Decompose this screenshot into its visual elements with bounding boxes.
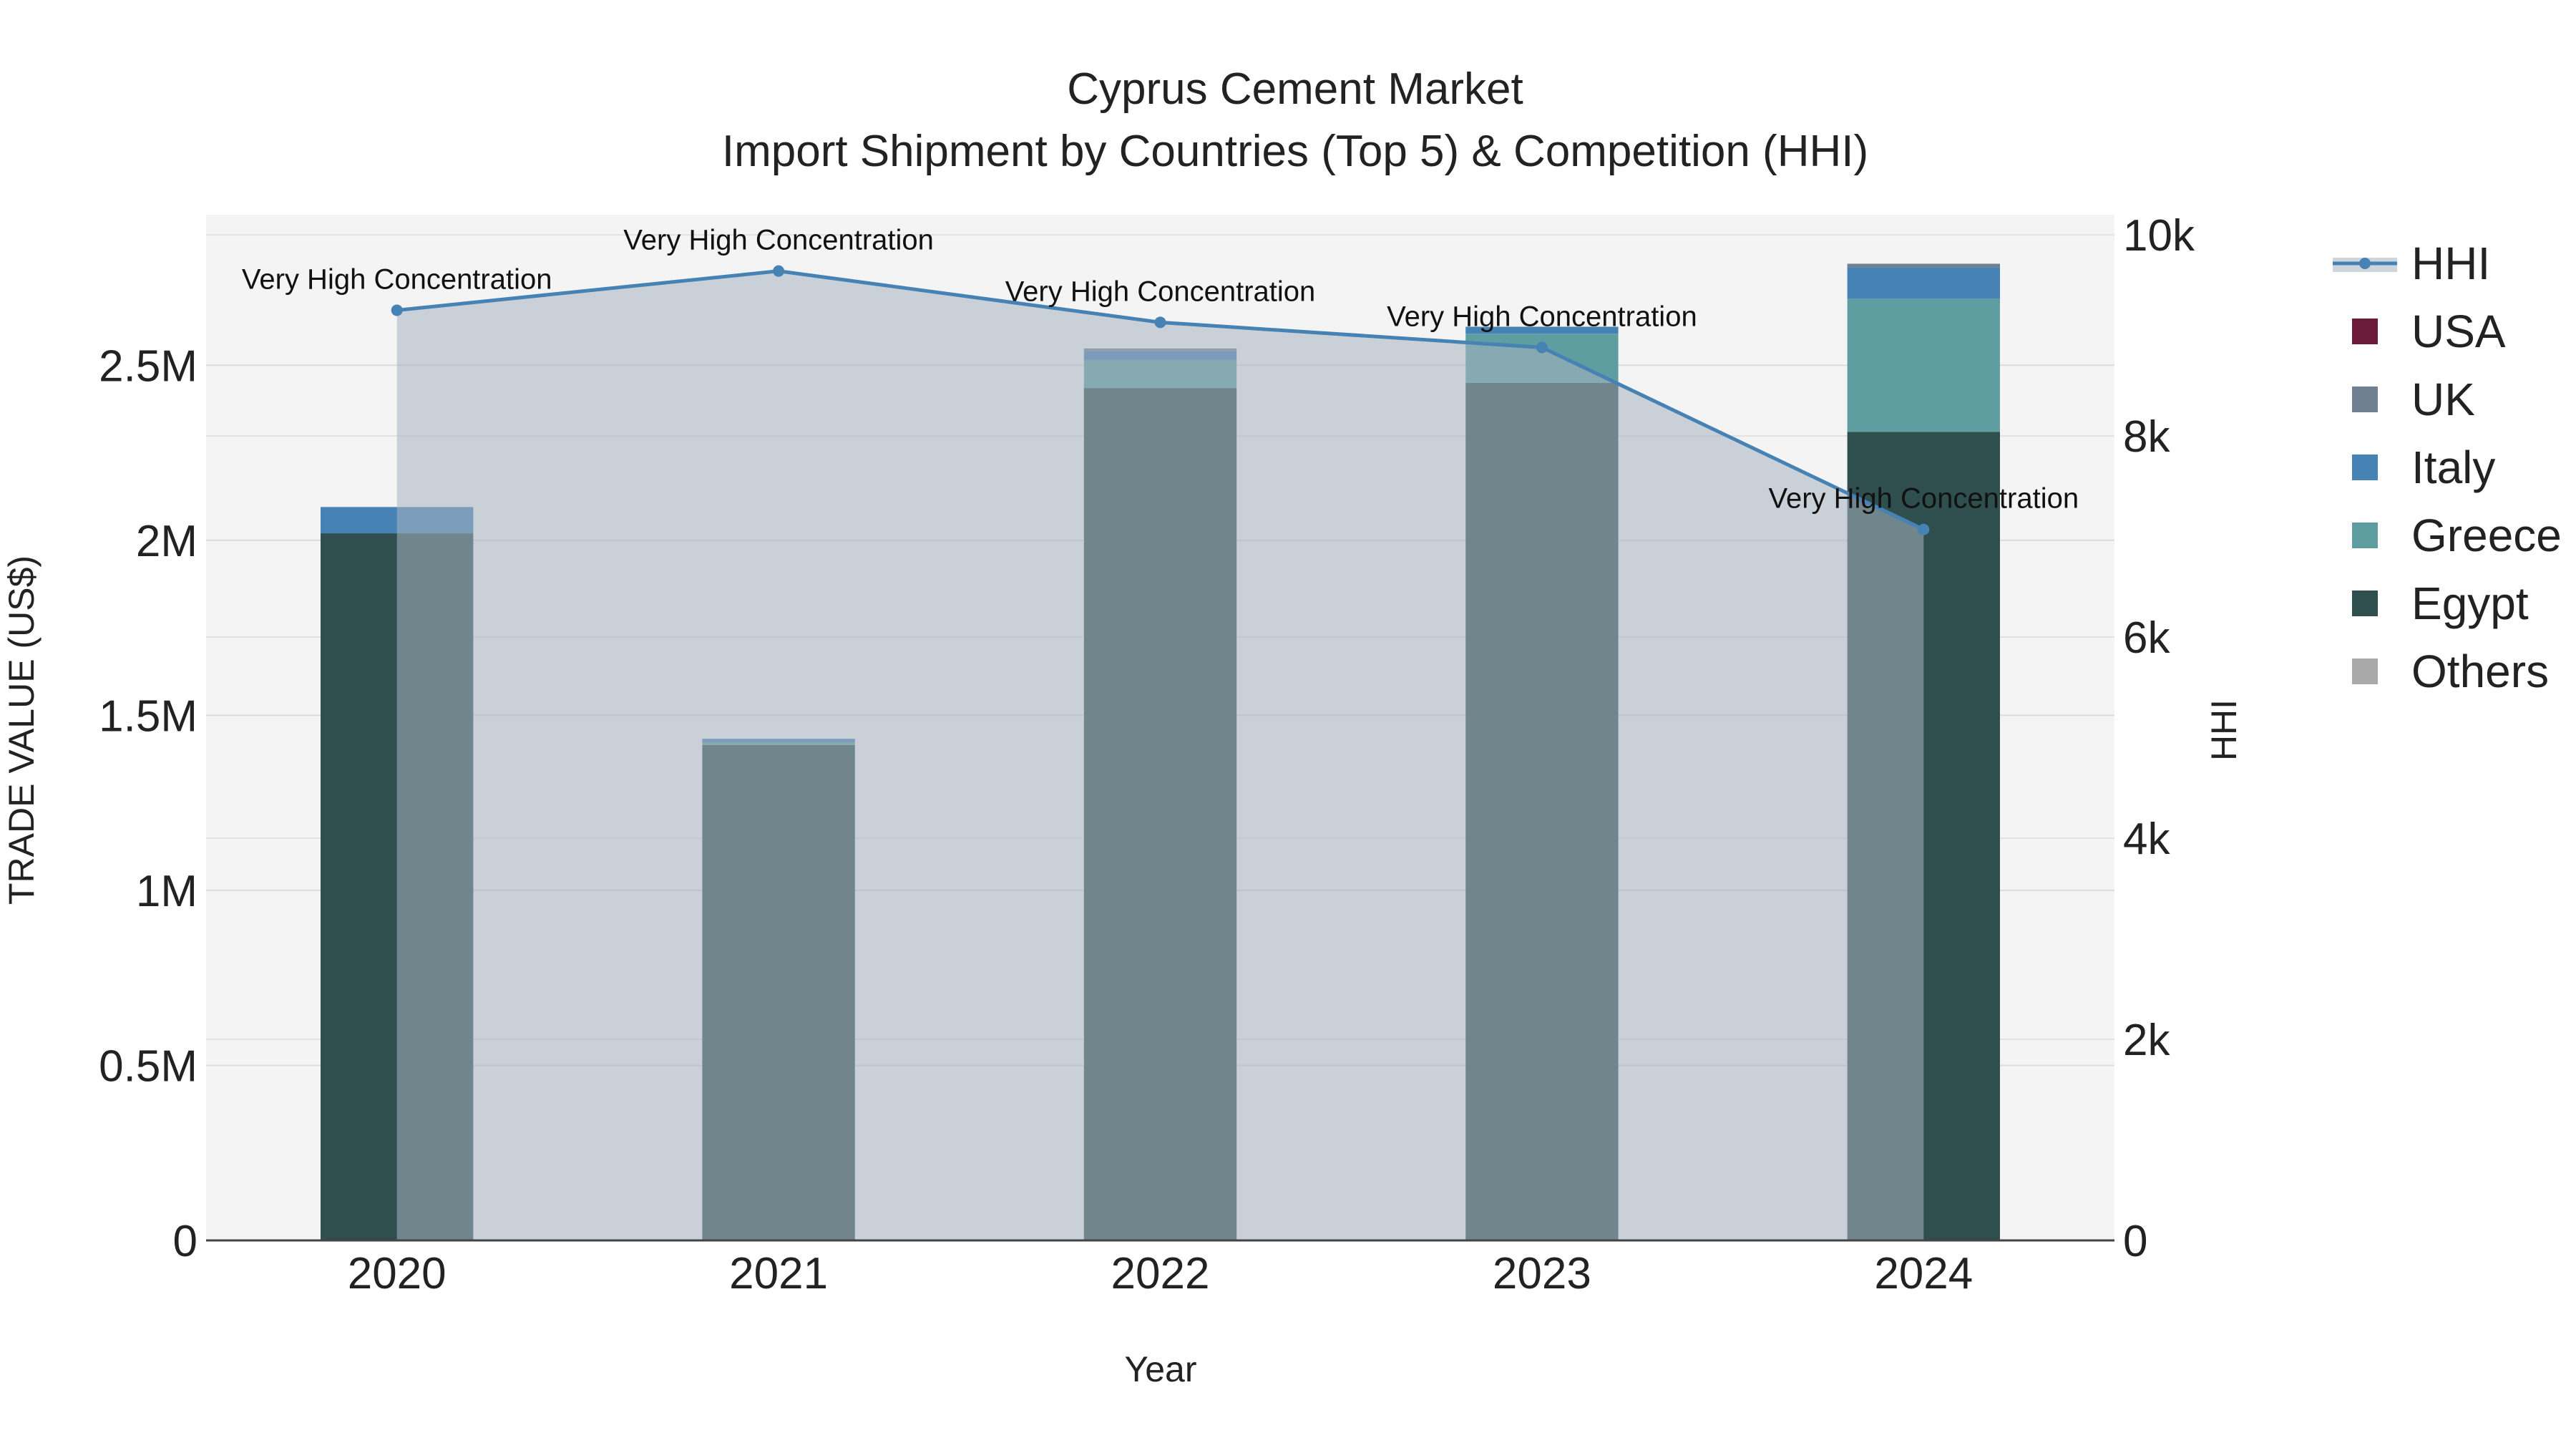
axes: 0 0.5M 1M 1.5M 2M 2.5M 0 2k 4k 6k 8k 10k 2020 2021 202… (99, 211, 2195, 1298)
hhi-annotation: Very High Concentration (1387, 301, 1697, 332)
y-tick-label: 1M (136, 867, 197, 916)
y-tick-label: 0.5M (99, 1041, 197, 1091)
x-axis-label: Year (1124, 1349, 1196, 1389)
legend-swatch-others (2352, 659, 2378, 684)
bar-greece-2024 (1847, 298, 2000, 432)
hhi-annotation: Very High Concentration (242, 263, 552, 295)
y2-tick-label: 8k (2123, 412, 2170, 462)
y2-tick-label: 4k (2123, 815, 2170, 864)
x-tick-label: 2021 (729, 1249, 828, 1298)
hhi-annotation: Very High Concentration (1005, 276, 1316, 307)
hhi-area-layer (396, 271, 1924, 1240)
x-tick-label: 2023 (1493, 1249, 1591, 1298)
legend-swatch-usa (2352, 319, 2378, 344)
chart-title: Cyprus Cement Market (1067, 64, 1523, 114)
hhi-point-2024 (1918, 523, 1930, 535)
y-tick-label: 0 (173, 1217, 197, 1266)
hhi-annotation: Very High Concentration (623, 225, 934, 256)
legend-swatch-egypt (2352, 591, 2378, 616)
legend-swatch-italy (2352, 455, 2378, 480)
y-axis-label: TRADE VALUE (US$) (1, 555, 42, 905)
bar-italy-2023 (1465, 326, 1619, 334)
y-tick-label: 2.5M (99, 341, 197, 391)
legend-label: Greece (2411, 510, 2562, 561)
legend-label: UK (2411, 374, 2475, 425)
x-tick-label: 2020 (348, 1249, 447, 1298)
y2-axis-label: HHI (2204, 699, 2244, 761)
legend: HHI USA UK Italy Greece Egypt Others (2333, 238, 2562, 697)
hhi-point-2022 (1154, 316, 1166, 329)
y2-tick-label: 2k (2123, 1016, 2170, 1065)
y2-tick-label: 6k (2123, 613, 2170, 663)
hhi-annotations: Very High Concentration Very High Concent… (242, 225, 2079, 515)
y2-tick-label: 10k (2123, 211, 2195, 261)
hhi-area (396, 271, 1924, 1240)
x-tick-label: 2024 (1874, 1249, 1973, 1298)
y2-tick-label: 0 (2123, 1217, 2147, 1266)
hhi-line-layer (391, 265, 1930, 535)
legend-swatch-uk (2352, 387, 2378, 412)
legend-hhi-swatch-point (2359, 258, 2371, 269)
x-tick-label: 2022 (1111, 1249, 1210, 1298)
y-tick-label: 1.5M (99, 691, 197, 741)
hhi-point-2023 (1536, 341, 1548, 354)
y-tick-label: 2M (136, 517, 197, 566)
hhi-annotation: Very High Concentration (1769, 483, 2079, 515)
hhi-point-2020 (391, 304, 403, 316)
hhi-point-2021 (773, 265, 785, 277)
legend-swatch-greece (2352, 523, 2378, 548)
legend-label: Others (2411, 646, 2549, 697)
legend-label: USA (2411, 306, 2506, 357)
legend-label: Egypt (2411, 578, 2529, 629)
bar-italy-2024 (1847, 267, 2000, 299)
legend-label: Italy (2411, 442, 2495, 493)
bar-uk-2024 (1847, 263, 2000, 268)
chart-subtitle: Import Shipment by Countries (Top 5) & C… (722, 127, 1868, 176)
legend-label: HHI (2411, 238, 2490, 289)
